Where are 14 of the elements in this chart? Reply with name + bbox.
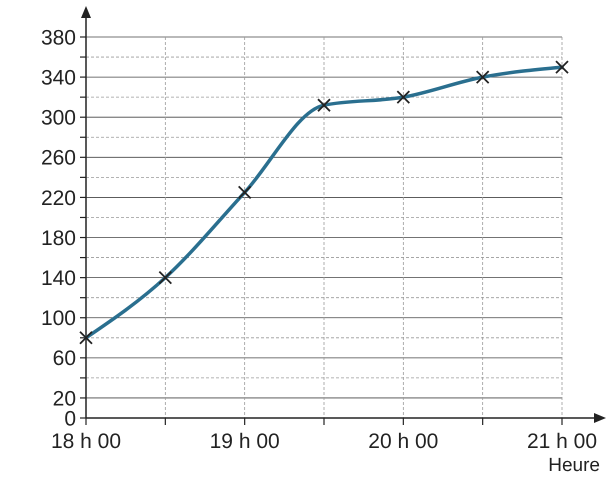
x-axis-title: Heure bbox=[548, 455, 600, 476]
y-tick-label: 340 bbox=[40, 66, 76, 90]
y-tick-label: 220 bbox=[40, 186, 76, 210]
y-tick-label: 100 bbox=[40, 307, 76, 330]
y-tick-label: 140 bbox=[40, 266, 76, 290]
y-tick-label: 260 bbox=[40, 146, 76, 170]
y-tick-label: 180 bbox=[40, 226, 76, 250]
x-tick-label: 21 h 00 bbox=[526, 430, 598, 453]
y-tick-label: 300 bbox=[40, 106, 76, 130]
y-tick-label: 380 bbox=[40, 26, 76, 50]
x-tick-label: 20 h 00 bbox=[368, 430, 438, 453]
x-tick-label: 18 h 00 bbox=[50, 430, 122, 453]
y-tick-label: 60 bbox=[52, 347, 76, 370]
x-tick-label: 19 h 00 bbox=[210, 430, 280, 453]
